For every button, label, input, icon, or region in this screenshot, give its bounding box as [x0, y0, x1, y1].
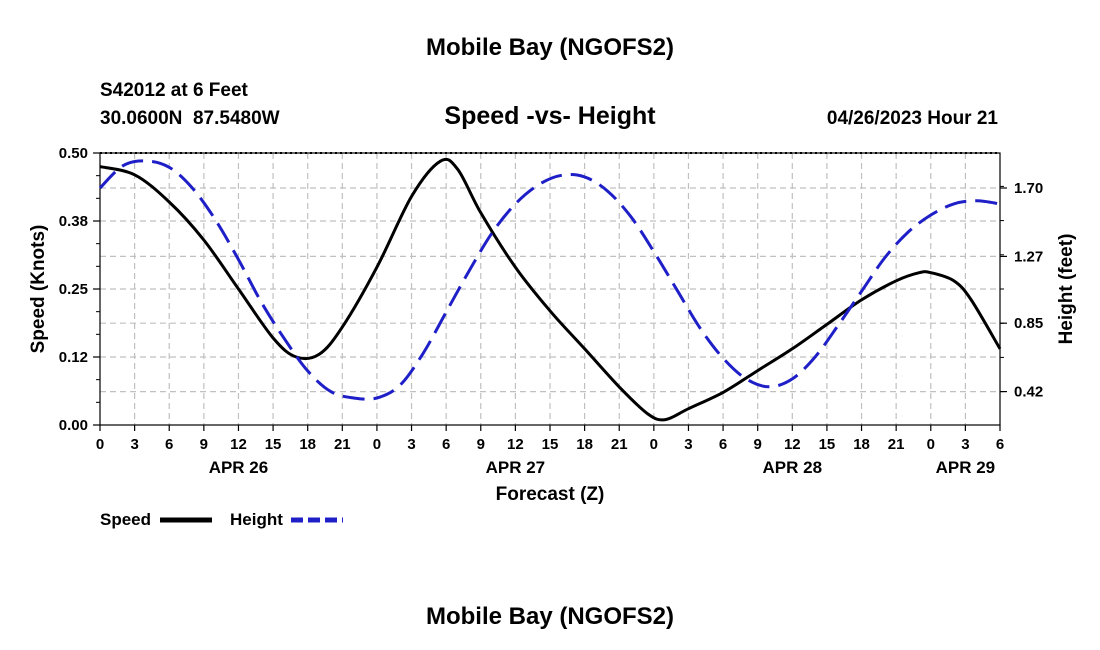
x-tick-label: 6	[442, 436, 450, 453]
legend-speed-label: Speed	[100, 510, 151, 529]
x-tick-label: 15	[265, 436, 282, 453]
right-tick-label: 0.42	[1014, 384, 1043, 401]
left-tick-label: 0.25	[59, 281, 88, 298]
x-tick-label: 21	[334, 436, 351, 453]
x-tick-label: 0	[927, 436, 935, 453]
date-labels: APR 26 APR 27 APR 28 APR 29	[209, 458, 995, 477]
date-label: APR 27	[486, 458, 546, 477]
x-tick-label: 6	[165, 436, 173, 453]
left-tick-label: 0.38	[59, 213, 88, 230]
right-ticks: 0.42 0.85 1.27 1.70	[1000, 180, 1043, 401]
top-title: Mobile Bay (NGOFS2)	[426, 34, 674, 61]
x-tick-label: 21	[888, 436, 905, 453]
x-axis-label: Forecast (Z)	[496, 484, 605, 505]
left-tick-label: 0.50	[59, 145, 88, 162]
right-tick-label: 0.85	[1014, 315, 1043, 332]
x-tick-label: 9	[754, 436, 762, 453]
x-tick-label: 15	[819, 436, 836, 453]
right-tick-label: 1.70	[1014, 180, 1043, 197]
left-ticks: 0.00 0.12 0.25 0.38 0.50	[59, 145, 100, 434]
x-ticks: 0 3 6 9 12 15 18 21 0 3 6 9 12 15 18 21 0 3 6 9 12 15 18 21 0 3 6	[96, 425, 1004, 453]
x-tick-label: 18	[299, 436, 316, 453]
station-label: S42012 at 6 Feet	[100, 80, 249, 101]
right-axis-label: Height (feet)	[1056, 234, 1077, 345]
x-tick-label: 3	[961, 436, 969, 453]
left-axis-label: Speed (Knots)	[28, 225, 49, 354]
height-series-line	[98, 159, 1001, 401]
left-tick-label: 0.12	[59, 349, 88, 366]
coords-label: 30.0600N 87.5480W	[100, 108, 280, 129]
speed-series-line	[99, 157, 1002, 422]
x-tick-label: 12	[230, 436, 247, 453]
legend-height-label: Height	[230, 510, 283, 529]
x-tick-label: 3	[130, 436, 138, 453]
series-group	[98, 157, 1002, 422]
x-tick-label: 0	[96, 436, 104, 453]
x-tick-label: 6	[996, 436, 1004, 453]
x-tick-label: 6	[719, 436, 727, 453]
x-tick-label: 9	[477, 436, 485, 453]
x-tick-label: 18	[853, 436, 870, 453]
x-tick-label: 3	[407, 436, 415, 453]
left-tick-label: 0.00	[59, 417, 88, 434]
grid	[100, 153, 1000, 425]
bottom-title: Mobile Bay (NGOFS2)	[426, 603, 674, 630]
date-label: APR 29	[936, 458, 996, 477]
x-tick-label: 12	[784, 436, 801, 453]
x-tick-label: 15	[542, 436, 559, 453]
x-tick-label: 0	[650, 436, 658, 453]
x-tick-label: 3	[684, 436, 692, 453]
x-tick-label: 0	[373, 436, 381, 453]
date-label: APR 26	[209, 458, 269, 477]
chart-title: Speed -vs- Height	[444, 102, 656, 130]
x-tick-label: 12	[507, 436, 524, 453]
x-tick-label: 9	[200, 436, 208, 453]
x-tick-label: 21	[611, 436, 628, 453]
x-tick-label: 18	[576, 436, 593, 453]
date-label: APR 28	[763, 458, 823, 477]
forecast-time-label: 04/26/2023 Hour 21	[827, 108, 999, 129]
right-tick-label: 1.27	[1014, 248, 1043, 265]
